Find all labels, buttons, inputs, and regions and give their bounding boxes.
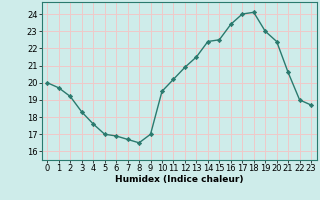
X-axis label: Humidex (Indice chaleur): Humidex (Indice chaleur) [115, 175, 244, 184]
